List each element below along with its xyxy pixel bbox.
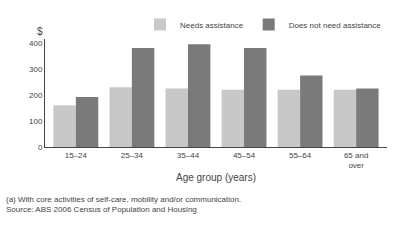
svg-text:55–64: 55–64	[289, 151, 312, 160]
svg-text:0: 0	[38, 143, 43, 152]
svg-text:Needs assistance: Needs assistance	[180, 21, 244, 30]
svg-text:Does not need assistance: Does not need assistance	[289, 21, 382, 30]
svg-text:400: 400	[29, 39, 43, 48]
svg-text:Age group (years): Age group (years)	[176, 172, 256, 183]
svg-text:25–34: 25–34	[121, 151, 144, 160]
svg-text:(a) With core activities of se: (a) With core activities of self-care, m…	[6, 195, 241, 204]
svg-text:Source: ABS 2006 Census of Pop: Source: ABS 2006 Census of Population an…	[6, 205, 197, 214]
svg-text:45–54: 45–54	[233, 151, 256, 160]
svg-text:15–24: 15–24	[65, 151, 88, 160]
svg-text:200: 200	[29, 91, 43, 100]
svg-text:65 andover: 65 andover	[344, 151, 368, 170]
svg-text:100: 100	[29, 117, 43, 126]
svg-text:300: 300	[29, 65, 43, 74]
svg-text:35–44: 35–44	[177, 151, 200, 160]
svg-text:$: $	[37, 26, 43, 37]
